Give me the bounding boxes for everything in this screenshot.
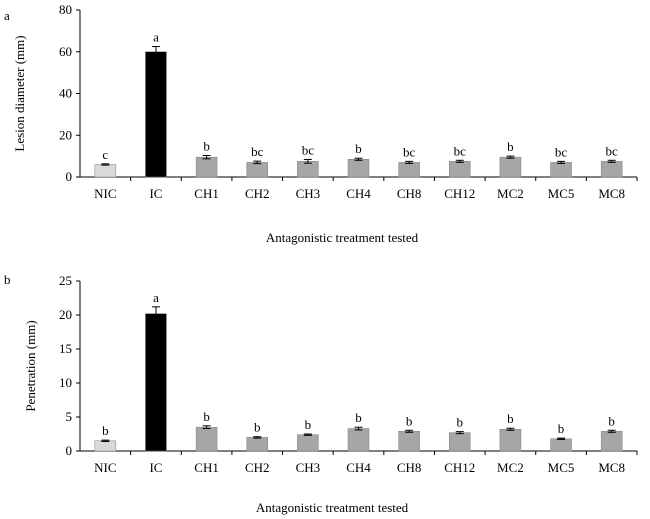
panel-a-label: a: [4, 8, 10, 23]
panel-b: b Penetration (mm) Antagonistic treatmen…: [4, 272, 638, 515]
y-tick-label: 60: [59, 44, 72, 59]
significance-letter: b: [203, 138, 210, 153]
significance-letter: b: [102, 423, 109, 438]
y-tick-label: 0: [66, 443, 73, 458]
significance-letter: bc: [302, 142, 315, 157]
bar-ch4: [347, 159, 370, 178]
significance-letter: b: [608, 413, 615, 428]
significance-letter: bc: [454, 143, 467, 158]
x-tick-label: CH12: [444, 186, 475, 201]
bar-nic: [94, 164, 117, 178]
panel-a-x-axis-label: Antagonistic treatment tested: [266, 230, 419, 245]
bar-ch3: [297, 434, 319, 452]
panel-a-bars: c NIC a IC b CH1 bc CH2 bc CH3 b CH4 bc CH8 bc CH12 b MC2…: [94, 30, 625, 201]
x-tick-label: NIC: [94, 460, 116, 475]
bar-ic: [145, 313, 167, 452]
x-tick-label: CH2: [245, 460, 270, 475]
bar-mc5: [550, 438, 572, 452]
y-tick-label: 20: [59, 127, 72, 142]
y-tick-label: 80: [59, 2, 72, 17]
significance-letter: b: [507, 411, 514, 426]
significance-letter: b: [558, 421, 565, 436]
x-tick-label: CH1: [194, 460, 219, 475]
bar-ch1: [195, 156, 218, 178]
significance-letter: b: [305, 417, 312, 432]
bar-ch12: [449, 432, 471, 452]
significance-letter: b: [254, 420, 261, 435]
panel-a-axes: 0 20 40 60 80: [59, 2, 638, 184]
x-tick-label: MC2: [497, 460, 524, 475]
significance-letter: bc: [403, 144, 416, 159]
significance-letter: b: [406, 413, 413, 428]
significance-letter: b: [355, 410, 362, 425]
y-tick-label: 10: [59, 375, 72, 390]
y-tick-label: 25: [59, 273, 72, 288]
bar-mc5: [550, 162, 572, 178]
bar-nic: [94, 440, 117, 452]
x-tick-label: CH4: [346, 460, 371, 475]
significance-letter: b: [355, 141, 362, 156]
bar-mc8: [600, 161, 623, 178]
bar-ch12: [449, 161, 471, 178]
bar-ch4: [347, 428, 370, 452]
panel-a-y-axis-label: Lesion diameter (mm): [12, 35, 27, 151]
x-tick-label: CH3: [296, 186, 321, 201]
x-tick-label: CH12: [444, 460, 475, 475]
bar-mc2: [499, 428, 522, 452]
x-tick-label: CH4: [346, 186, 371, 201]
x-tick-label: CH2: [245, 186, 270, 201]
bar-ch1: [195, 426, 218, 452]
x-tick-label: MC8: [598, 460, 625, 475]
y-tick-label: 15: [59, 341, 72, 356]
significance-letter: bc: [555, 144, 568, 159]
y-tick-label: 40: [59, 86, 72, 101]
significance-letter: bc: [251, 144, 264, 159]
x-tick-label: IC: [149, 460, 162, 475]
bar-ch8: [398, 162, 420, 178]
significance-letter: bc: [606, 143, 619, 158]
significance-letter: b: [203, 409, 210, 424]
bar-ch8: [398, 431, 420, 452]
x-tick-label: MC5: [548, 186, 575, 201]
x-tick-label: MC5: [548, 460, 575, 475]
panel-b-axes: 0 5 10 15 20 25: [59, 273, 638, 458]
y-tick-label: 20: [59, 307, 72, 322]
significance-letter: a: [153, 290, 159, 305]
bar-ch2: [246, 437, 268, 452]
x-tick-label: MC8: [598, 186, 625, 201]
x-tick-label: CH1: [194, 186, 219, 201]
significance-letter: a: [153, 30, 159, 45]
bar-mc8: [600, 431, 623, 452]
x-tick-label: MC2: [497, 186, 524, 201]
bar-ic: [145, 51, 167, 178]
panel-b-x-axis-label: Antagonistic treatment tested: [256, 500, 409, 515]
x-tick-label: CH8: [397, 186, 422, 201]
significance-letter: b: [507, 139, 514, 154]
panel-b-label: b: [4, 272, 11, 287]
x-tick-label: CH8: [397, 460, 422, 475]
panel-a: a Lesion diameter (mm) Antagonistic trea…: [4, 2, 638, 245]
y-tick-label: 0: [66, 169, 73, 184]
significance-letter: c: [102, 147, 108, 162]
bar-mc2: [499, 156, 522, 178]
x-tick-label: CH3: [296, 460, 321, 475]
y-tick-label: 5: [66, 409, 73, 424]
significance-letter: b: [457, 415, 464, 430]
panel-b-y-axis-label: Penetration (mm): [23, 320, 38, 411]
x-tick-label: NIC: [94, 186, 116, 201]
panel-b-bars: b NIC a IC b CH1 b CH2 b CH3 b CH4 b CH8 b CH12 b MC2 b MC5…: [94, 290, 625, 475]
x-tick-label: IC: [149, 186, 162, 201]
bar-ch2: [246, 162, 268, 178]
